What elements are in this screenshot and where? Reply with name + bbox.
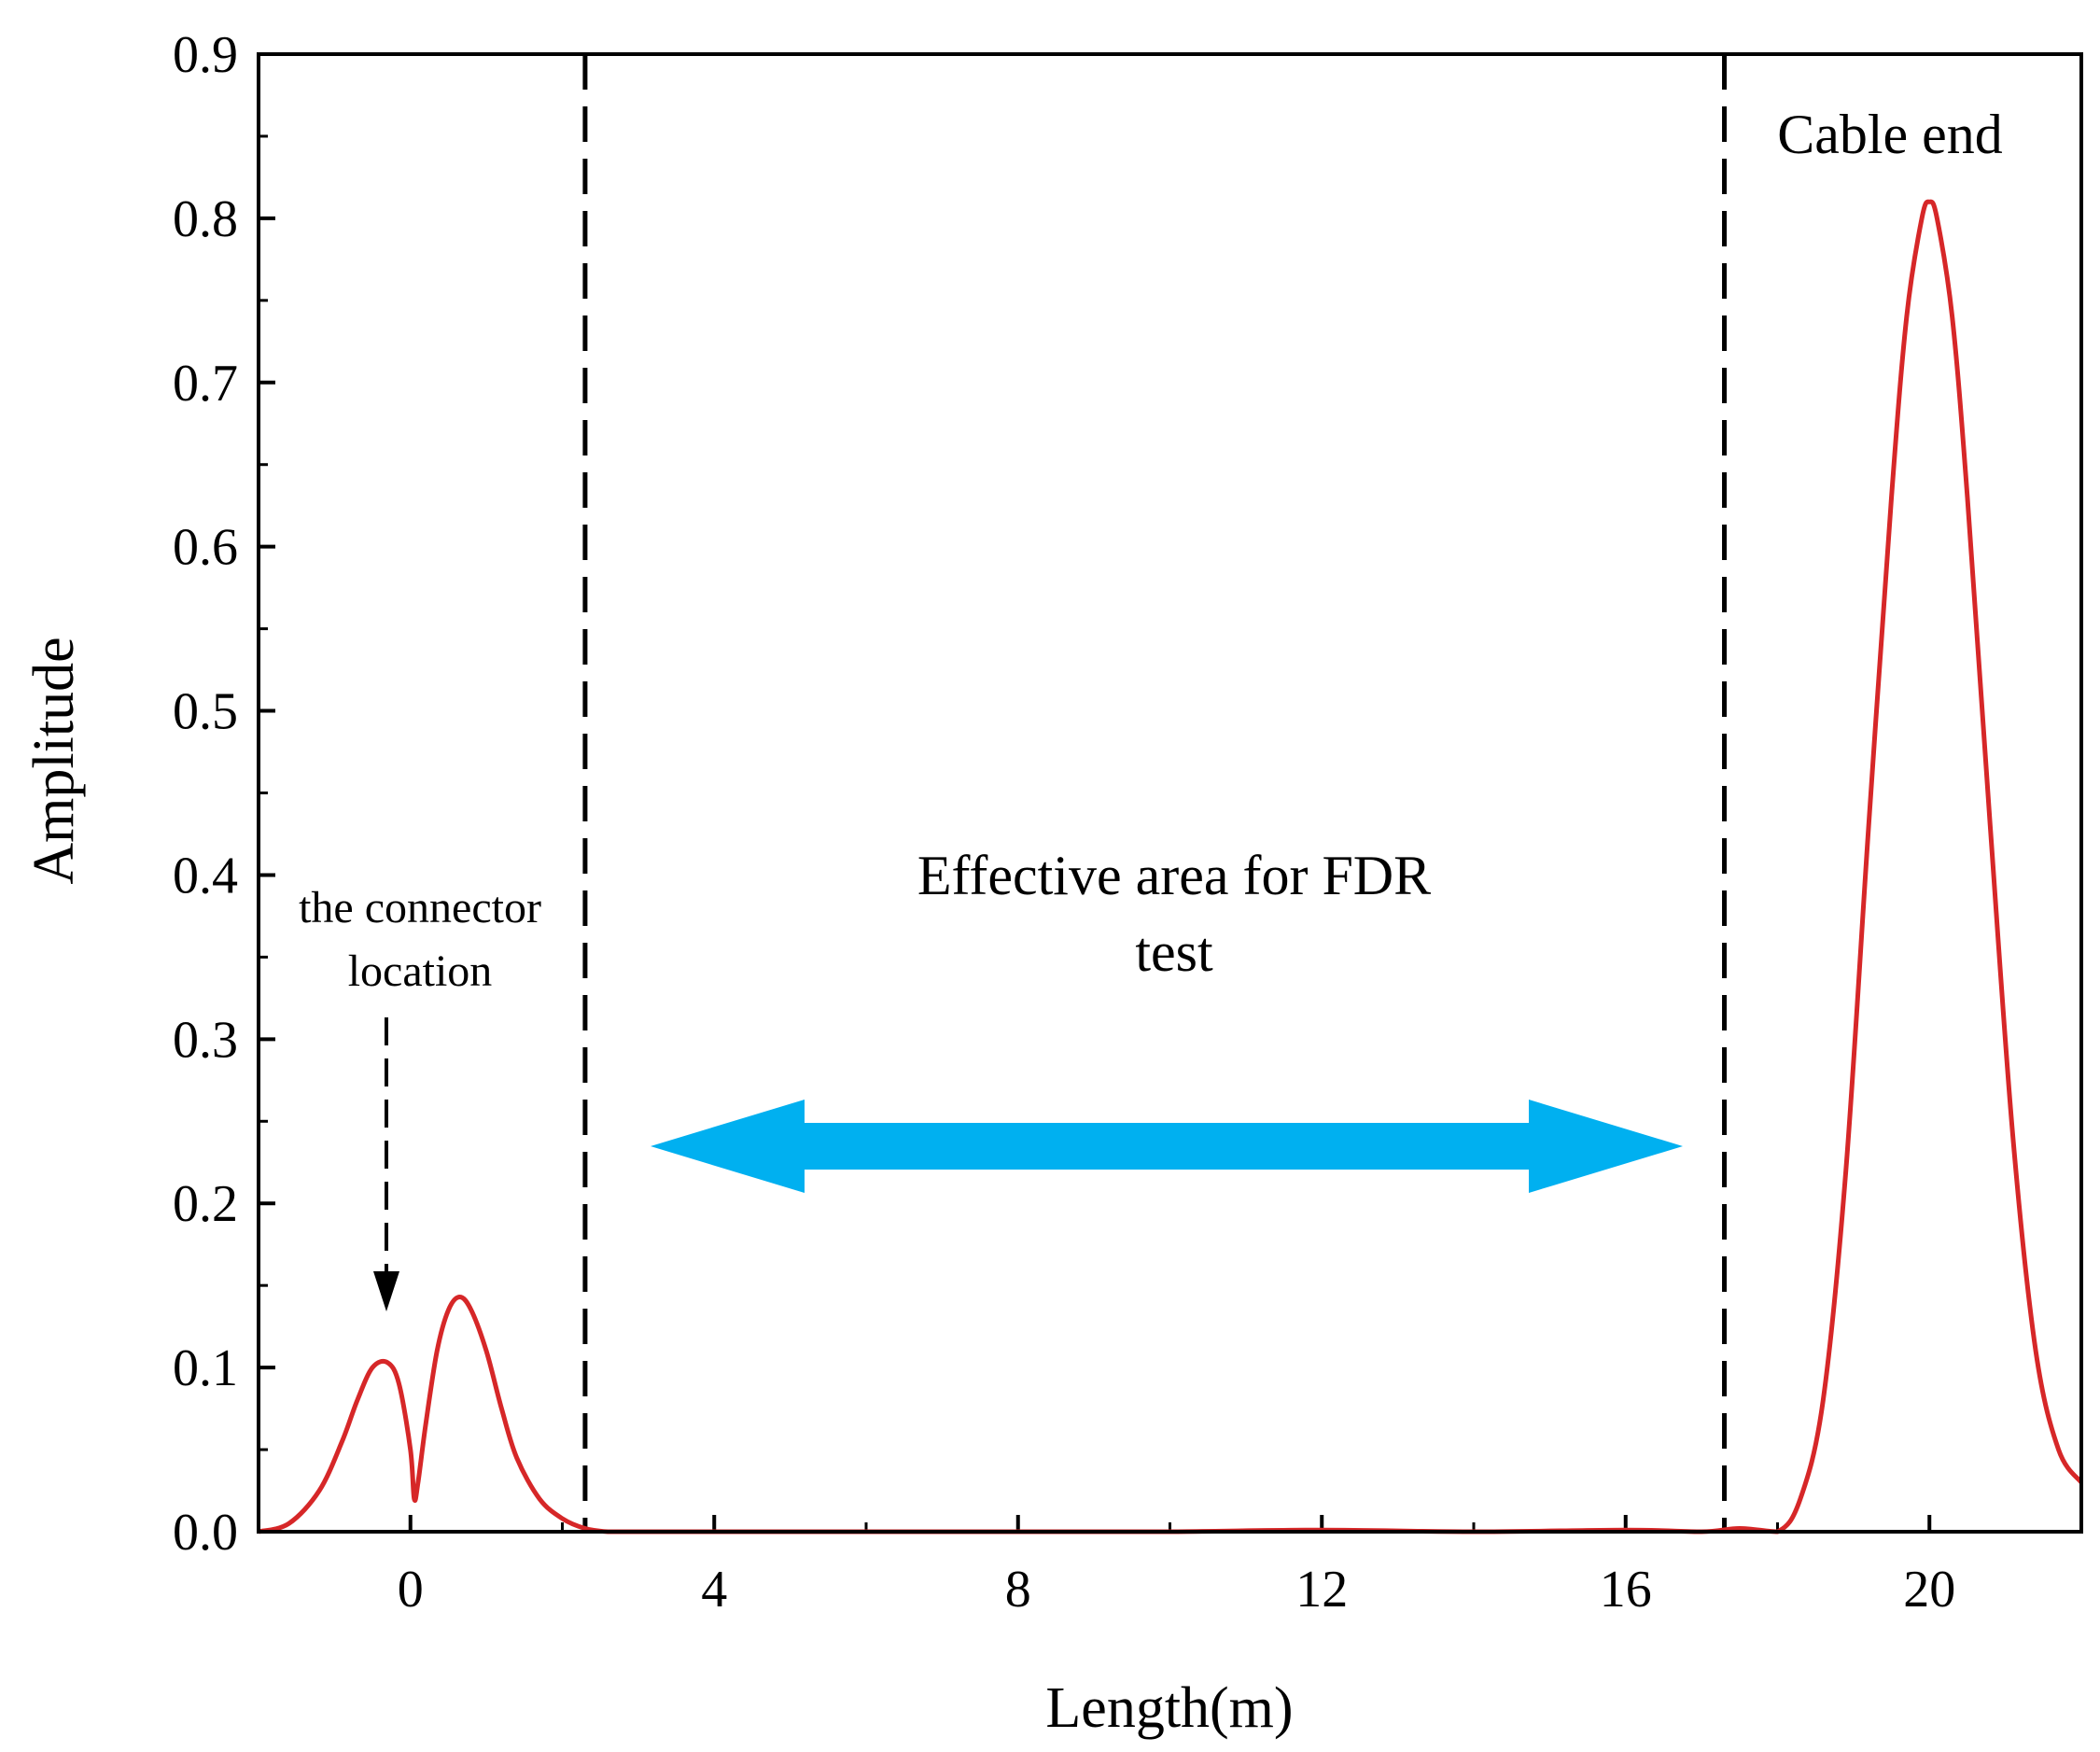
y-tick-label: 0.3 [173,1011,238,1069]
x-tick-label: 4 [701,1561,727,1619]
y-tick-label: 0.8 [173,190,238,248]
y-tick-label: 0.5 [173,683,238,741]
y-tick-label: 0.9 [173,26,238,84]
y-tick-label: 0.2 [173,1175,238,1233]
cable-end-label: Cable end [1777,104,2003,165]
y-tick-label: 0.1 [173,1339,238,1397]
x-tick-label: 8 [1005,1561,1031,1619]
plot-frame [257,52,2083,1534]
x-tick-label: 20 [1903,1561,1955,1619]
y-tick-label: 0.0 [173,1504,238,1562]
x-tick-label: 16 [1600,1561,1652,1619]
y-tick-label: 0.6 [173,519,238,577]
effective-area-label-line2: test [1135,921,1213,983]
y-axis-title: Amplitude [22,637,86,884]
y-tick-label: 0.4 [173,847,238,904]
connector-label-line1: the connector [299,883,541,932]
connector-label-line2: location [348,946,493,996]
x-axis-title: Length(m) [1045,1676,1293,1740]
effective-area-double-arrow [651,1100,1683,1193]
marks-layer [258,54,2084,1535]
effective-area-label-line1: Effective area for FDR [917,845,1431,906]
connector-arrow-head [373,1271,399,1311]
x-tick-label: 12 [1295,1561,1348,1619]
x-tick-label: 0 [398,1561,424,1619]
y-tick-label: 0.7 [173,355,238,413]
ticks-layer: 0.0 0.1 0.2 0.3 0.4 0.5 0.6 0.7 0.8 0.9 0 4 8 12 16 20 [173,26,2083,1619]
